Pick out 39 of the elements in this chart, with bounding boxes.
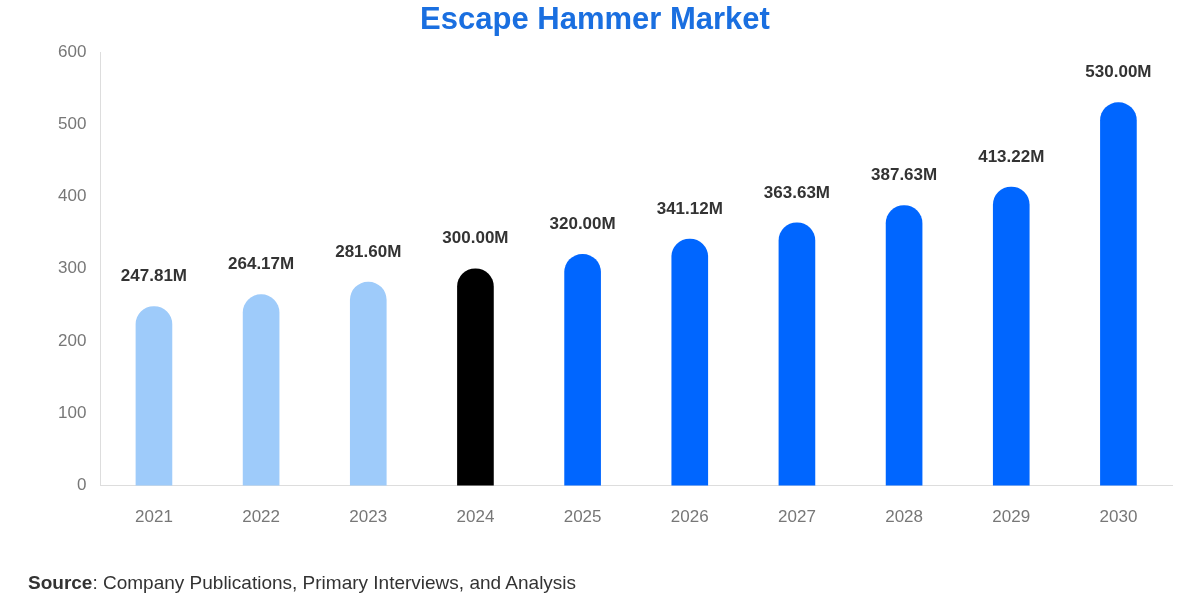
- x-tick-label: 2021: [135, 507, 173, 527]
- bar: [349, 281, 387, 486]
- chart-title: Escape Hammer Market: [419, 0, 771, 38]
- bar: [992, 186, 1030, 486]
- y-tick-label: 400: [57, 186, 87, 206]
- y-tick-label: 300: [57, 258, 87, 278]
- source-note: Source: Company Publications, Primary Interviews, and Analysis: [28, 571, 577, 595]
- x-tick-label: 2022: [242, 507, 281, 527]
- bar: [1100, 102, 1137, 486]
- y-tick-label: 0: [76, 475, 87, 495]
- bar: [242, 294, 280, 486]
- bar: [885, 205, 923, 486]
- data-label: 281.60M: [335, 241, 402, 261]
- x-tick-label: 2027: [778, 507, 816, 527]
- data-label: 341.12M: [656, 198, 723, 218]
- data-label: 363.63M: [763, 182, 831, 202]
- data-label: 247.81M: [120, 266, 188, 286]
- bar: [671, 238, 709, 486]
- y-tick-label: 600: [57, 41, 87, 61]
- x-tick-label: 2030: [1099, 507, 1138, 527]
- data-label: 300.00M: [442, 228, 509, 248]
- data-label: 387.63M: [871, 165, 938, 185]
- x-tick-label: 2028: [885, 507, 924, 527]
- bar: [135, 306, 173, 486]
- x-tick-label: 2023: [349, 507, 388, 527]
- data-label: 530.00M: [1085, 62, 1152, 82]
- y-tick-label: 100: [57, 403, 87, 423]
- data-label: 264.17M: [228, 254, 295, 274]
- bar: [778, 222, 816, 486]
- y-tick-label: 500: [57, 113, 87, 133]
- data-label: 320.00M: [549, 214, 616, 234]
- bar: [564, 254, 601, 486]
- x-tick-label: 2024: [456, 507, 495, 527]
- bar: [457, 268, 494, 486]
- x-tick-label: 2025: [563, 507, 602, 527]
- data-label: 413.22M: [978, 146, 1045, 166]
- x-tick-label: 2026: [670, 507, 709, 527]
- y-tick-label: 200: [57, 330, 87, 350]
- x-tick-label: 2029: [992, 507, 1031, 527]
